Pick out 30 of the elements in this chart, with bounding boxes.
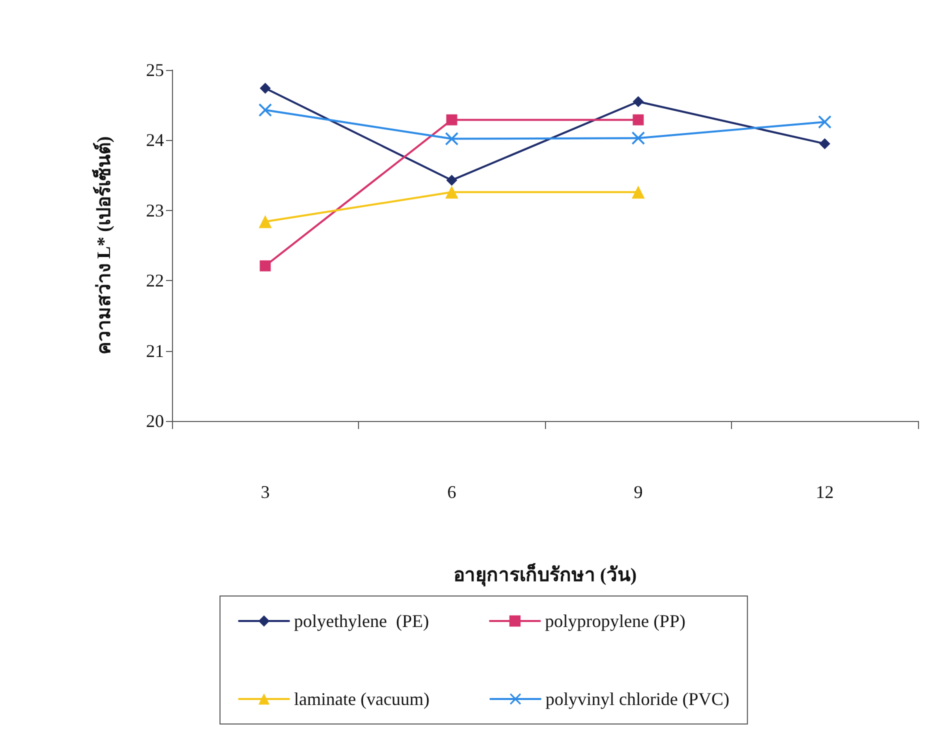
legend-label: polyvinyl chloride (PVC) — [545, 689, 730, 709]
legend-label: polyethylene (PE) — [294, 611, 429, 631]
point — [445, 186, 458, 199]
point — [818, 115, 832, 128]
x-tick-label: 3 — [260, 482, 270, 502]
y-tick-label: 20 — [146, 411, 164, 431]
point — [632, 186, 645, 199]
y-tick-label: 23 — [146, 200, 164, 220]
point — [819, 138, 830, 150]
legend-label: laminate (vacuum) — [294, 689, 430, 709]
legend-label: polypropylene (PP) — [544, 611, 686, 631]
point — [258, 215, 272, 228]
x-tick-label: 6 — [447, 482, 456, 502]
y-axis-title: ความสว่าง L* (เปอร์เซ็นต์) — [91, 136, 115, 355]
point — [632, 114, 644, 126]
y-tick-label: 25 — [146, 60, 164, 80]
y-tick-label: 22 — [146, 270, 164, 291]
y-tick-label: 21 — [146, 340, 164, 361]
point — [446, 114, 458, 126]
y-tick-label: 24 — [146, 130, 164, 150]
point — [446, 174, 458, 186]
x-axis-title: อายุการเก็บรักษา (วัน) — [453, 562, 637, 587]
x-tick-label: 9 — [634, 482, 643, 502]
point — [258, 104, 272, 117]
x-tick-label: 12 — [816, 482, 834, 502]
point — [260, 260, 271, 272]
point — [445, 132, 458, 146]
point — [260, 82, 271, 94]
point — [632, 132, 645, 145]
point — [632, 96, 644, 108]
